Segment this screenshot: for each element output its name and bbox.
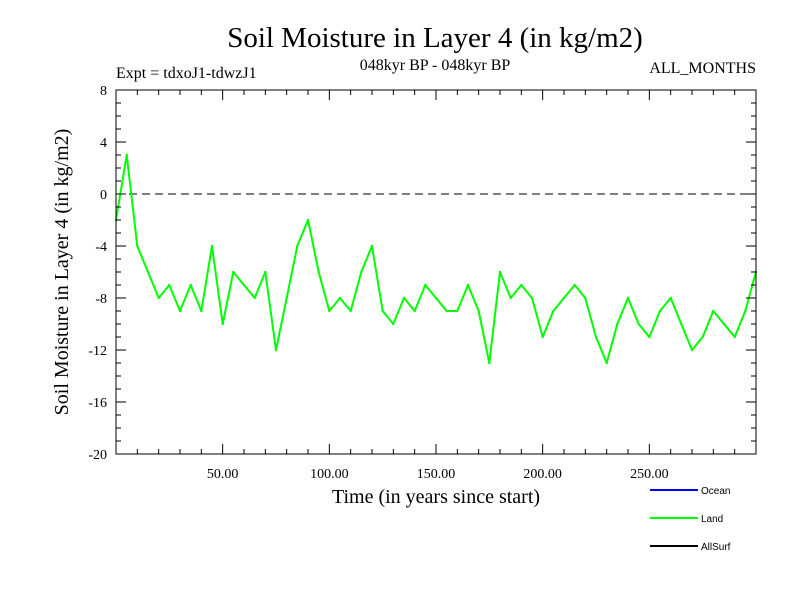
chart-title: Soil Moisture in Layer 4 (in kg/m2) — [227, 22, 643, 54]
data-point — [370, 244, 374, 248]
x-tick-label: 250.00 — [630, 467, 669, 482]
y-tick-label: -12 — [88, 344, 107, 359]
data-point — [498, 270, 502, 274]
data-point — [200, 309, 203, 313]
data-point — [189, 283, 192, 287]
legend: Ocean Land AllSurf — [650, 486, 731, 553]
data-point — [125, 153, 128, 157]
y-tick-label: -8 — [95, 292, 107, 307]
data-point — [712, 309, 715, 313]
data-point — [232, 270, 235, 274]
data-point — [285, 296, 288, 300]
data-point — [360, 270, 363, 274]
plot-frame — [115, 89, 757, 455]
data-point — [210, 244, 214, 248]
data-point — [338, 296, 342, 300]
data-point — [392, 322, 395, 326]
data-point — [317, 270, 320, 274]
data-point — [573, 283, 576, 287]
y-tick-label: 8 — [100, 84, 107, 99]
data-point — [381, 309, 384, 313]
data-point — [413, 309, 416, 313]
x-tick-label: 150.00 — [417, 467, 456, 482]
legend-label-land: Land — [701, 514, 723, 525]
x-tick-label: 200.00 — [523, 467, 562, 482]
data-point — [552, 309, 555, 313]
experiment-label: Expt = tdxoJ1-tdwzJ1 — [116, 65, 257, 82]
x-tick-label: 100.00 — [310, 467, 349, 482]
data-point — [424, 283, 427, 287]
y-tick-label: -20 — [88, 448, 107, 463]
data-point — [594, 335, 598, 339]
months-label: ALL_MONTHS — [649, 60, 756, 77]
x-axis-label: Time (in years since start) — [332, 486, 540, 508]
data-point — [136, 244, 139, 248]
data-point — [669, 296, 672, 300]
data-point — [701, 335, 704, 339]
data-point — [434, 296, 438, 300]
period-label: 048kyr BP - 048kyr BP — [360, 57, 511, 74]
data-point — [296, 244, 299, 248]
legend-label-ocean: Ocean — [701, 486, 730, 497]
data-point — [722, 322, 726, 326]
data-point — [584, 296, 587, 300]
y-tick-label: -16 — [88, 396, 107, 411]
y-axis-label: Soil Moisture in Layer 4 (in kg/m2) — [51, 129, 73, 416]
x-tick-label: 50.00 — [207, 467, 239, 482]
data-point — [221, 322, 224, 326]
data-point — [541, 335, 544, 339]
data-point — [690, 348, 694, 352]
data-point — [520, 283, 523, 287]
data-point — [306, 218, 310, 222]
data-point — [605, 361, 608, 365]
data-point — [253, 296, 256, 300]
data-point — [328, 309, 331, 313]
y-tick-label: 4 — [100, 136, 107, 151]
y-tick-label: -4 — [95, 240, 107, 255]
data-point — [178, 309, 182, 313]
data-point — [264, 270, 267, 274]
data-point — [477, 309, 480, 313]
data-point — [658, 309, 662, 313]
data-point — [242, 283, 246, 287]
data-point — [146, 270, 150, 274]
data-point — [157, 296, 160, 300]
data-point — [626, 296, 630, 300]
data-point — [466, 283, 470, 287]
data-point — [637, 322, 640, 326]
data-point — [168, 283, 171, 287]
data-point — [530, 296, 534, 300]
data-point — [680, 322, 683, 326]
data-point — [445, 309, 448, 313]
data-point — [488, 361, 491, 365]
data-point — [402, 296, 406, 300]
data-point — [562, 296, 566, 300]
data-point — [744, 309, 747, 313]
data-point — [349, 309, 352, 313]
data-point — [509, 296, 512, 300]
legend-label-allsurf: AllSurf — [701, 542, 731, 553]
y-tick-label: 0 — [100, 188, 107, 203]
data-point — [274, 348, 278, 352]
data-point — [456, 309, 459, 313]
data-point — [616, 322, 619, 326]
data-point — [733, 335, 736, 339]
data-point — [648, 335, 651, 339]
